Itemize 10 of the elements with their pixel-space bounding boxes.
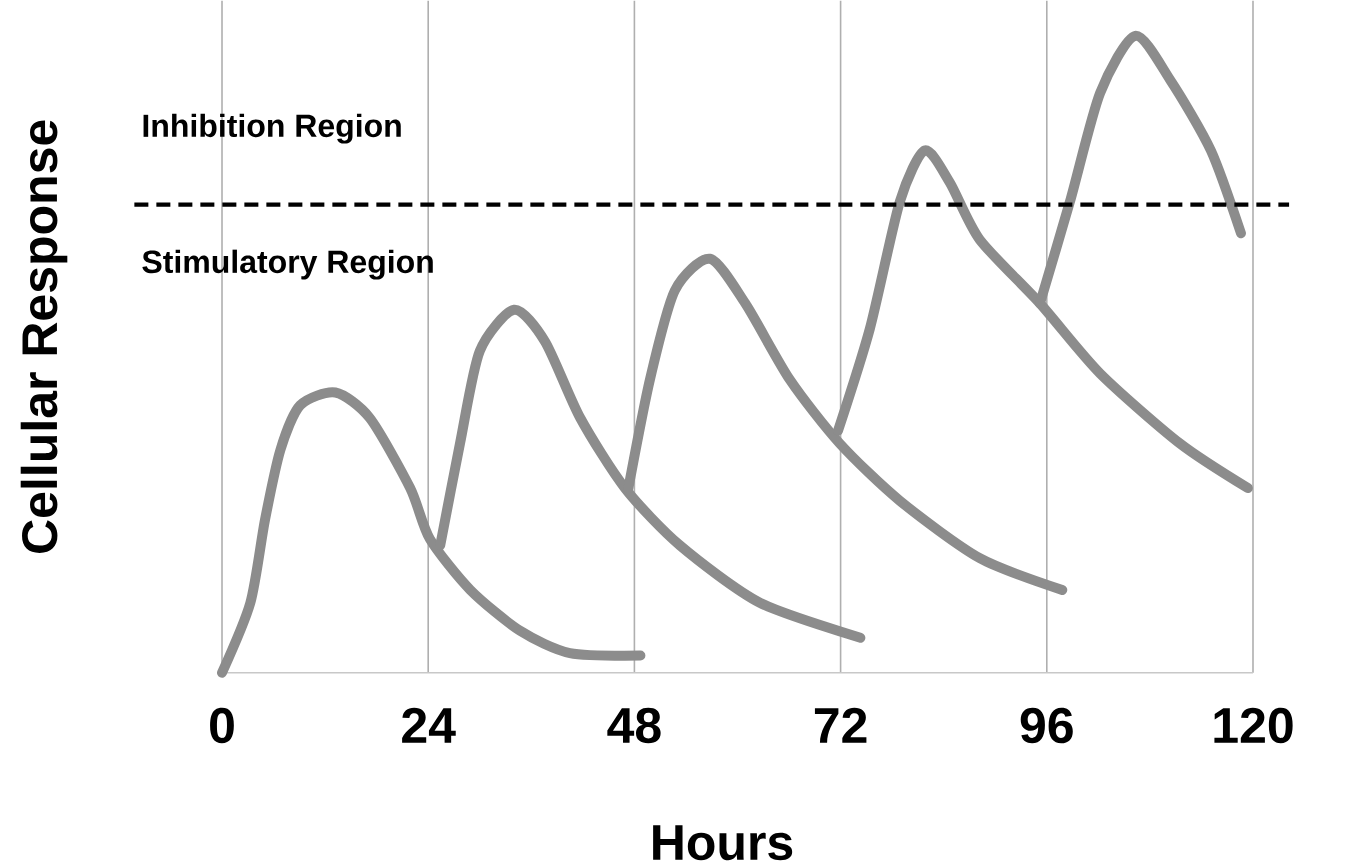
x-tick-label: 72	[814, 707, 867, 743]
x-axis-title: Hours	[653, 825, 793, 861]
x-tick-label: 96	[1020, 707, 1073, 744]
x-tick-label: 0	[210, 707, 234, 744]
x-tick-label: 48	[607, 707, 661, 744]
x-tick-label: 24	[402, 707, 456, 743]
annotation: Stimulatory Region	[142, 249, 433, 280]
y-axis-title: Cellular Response	[20, 120, 68, 553]
x-tick-label: 120	[1214, 707, 1293, 744]
annotation: Inhibition Region	[143, 113, 401, 144]
